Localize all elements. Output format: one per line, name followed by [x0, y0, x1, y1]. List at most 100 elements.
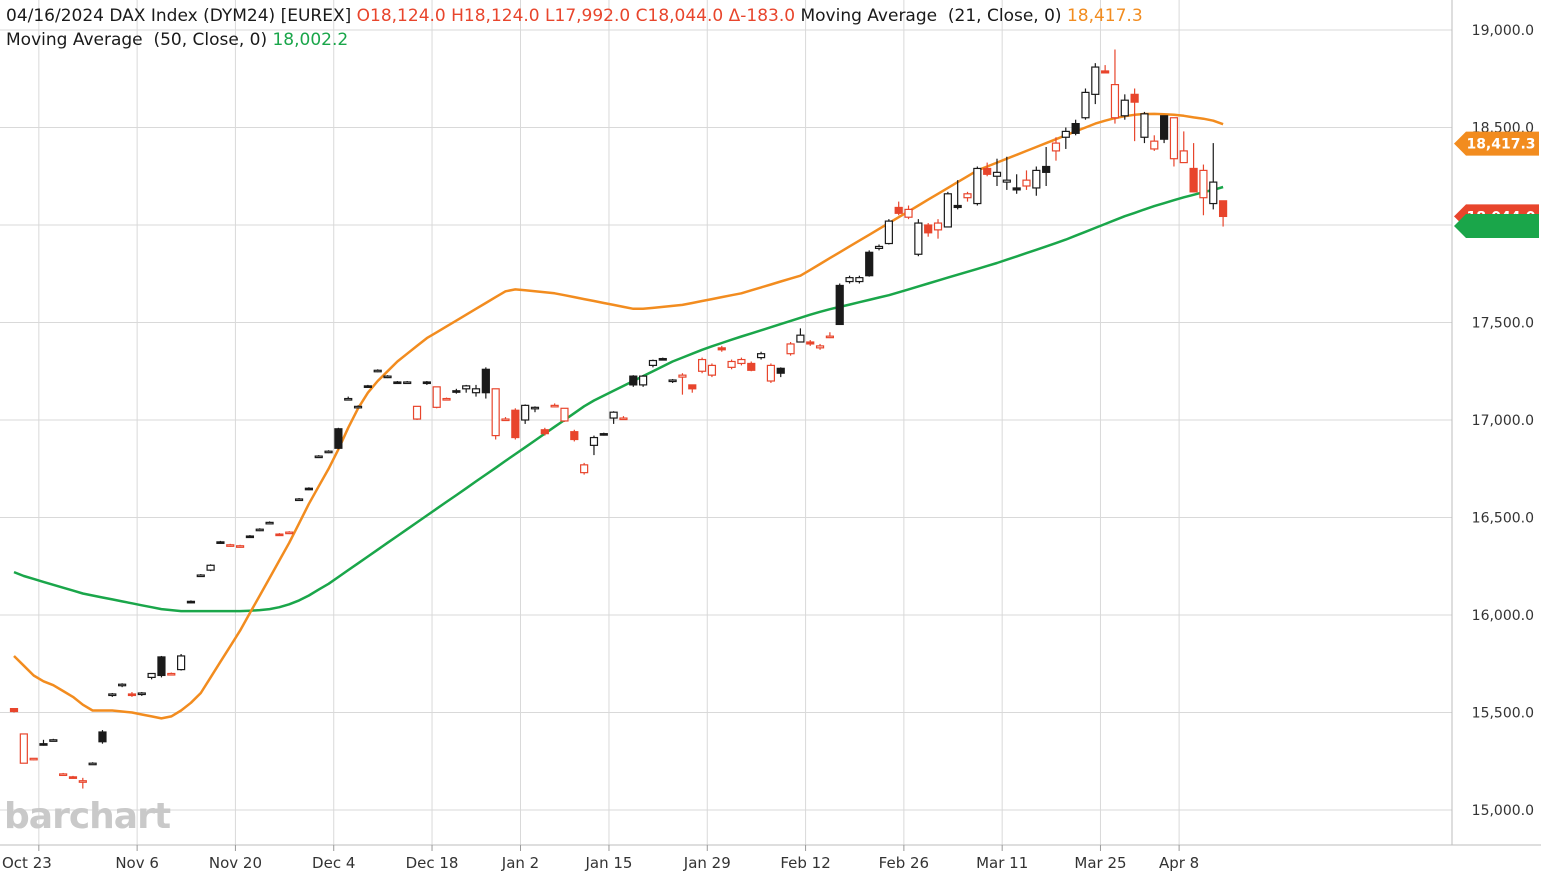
candle-body [324, 450, 333, 454]
candle-body [678, 374, 687, 378]
candle [904, 205, 913, 220]
candle-body [245, 535, 255, 539]
candle [1032, 166, 1041, 196]
candle-body [914, 222, 923, 255]
candle [1189, 143, 1198, 193]
candle-body [255, 528, 264, 532]
candle-body [776, 367, 785, 374]
candle [265, 521, 274, 525]
candle-body [118, 683, 127, 687]
candle-body [442, 397, 451, 401]
candle-body [412, 405, 422, 420]
candle [806, 340, 815, 346]
price-badges: 18,417.318,044.0 [1454, 131, 1539, 238]
x-tick-label: Mar 11 [976, 854, 1028, 872]
candle [304, 487, 313, 491]
candle-body [973, 167, 982, 205]
candle-body [756, 353, 766, 359]
candle-body [137, 692, 146, 696]
ma21-line [13, 112, 1224, 720]
candle-body [344, 397, 353, 401]
candle [39, 739, 48, 746]
candle-body [1091, 66, 1100, 95]
candle-body [855, 277, 864, 283]
candle-body [265, 521, 274, 525]
candle [835, 283, 844, 326]
candle-body [1051, 142, 1061, 152]
candle [167, 672, 176, 676]
ma50-path [13, 185, 1224, 613]
quote-close: C18,044.0 [635, 6, 724, 26]
candle-body [1209, 181, 1218, 205]
x-tick-label: Feb 12 [780, 854, 830, 872]
ma50-line [13, 185, 1224, 613]
candle-body [1012, 187, 1021, 191]
candle [1150, 135, 1159, 151]
ma21-legend-label: Moving Average (21, Close, 0) [800, 6, 1062, 26]
candle [815, 343, 825, 350]
candle [786, 342, 795, 356]
candle [1012, 174, 1021, 194]
candle-body [481, 368, 490, 394]
candle [1218, 200, 1228, 227]
candle-body [235, 545, 245, 548]
x-tick-label: Apr 8 [1159, 854, 1199, 872]
candle-body [521, 404, 530, 421]
candle-body [196, 574, 205, 578]
candle-body [275, 533, 284, 537]
candle [29, 757, 38, 761]
candle [776, 367, 785, 378]
candle-body [658, 357, 667, 361]
candle [216, 540, 225, 544]
candle-body [1061, 130, 1070, 138]
candle-body [648, 359, 658, 366]
candle [1081, 88, 1090, 120]
candle [245, 535, 255, 539]
candle [344, 396, 353, 401]
candle-body [1150, 140, 1159, 150]
candle [1071, 119, 1080, 136]
candle [275, 533, 284, 537]
x-tick-label: Mar 25 [1074, 854, 1126, 872]
candle [422, 381, 431, 385]
ma50-legend-value: 18,002.2 [272, 30, 349, 50]
candle-body [1199, 169, 1208, 199]
candle-body [108, 693, 117, 697]
x-tick-label: Jan 2 [501, 854, 539, 872]
x-tick-label: Nov 6 [115, 854, 159, 872]
candle-body [1189, 167, 1198, 193]
candle [1140, 111, 1149, 144]
candle [796, 328, 805, 343]
candle-body [619, 417, 628, 421]
candle-body [560, 407, 569, 422]
candle [334, 427, 343, 450]
candle [1199, 164, 1208, 216]
candle [992, 158, 1002, 186]
candle [697, 357, 707, 374]
candle-body [589, 436, 599, 446]
candle [88, 762, 97, 766]
y-tick-label: 19,000.0 [1472, 23, 1534, 39]
candle [1120, 94, 1129, 120]
candle-body [1022, 179, 1031, 187]
candle-body [491, 388, 500, 437]
candle-body [727, 360, 736, 368]
candle-body [167, 672, 176, 676]
candle [118, 683, 127, 688]
price-badge [1454, 213, 1539, 238]
candle-body [78, 780, 87, 783]
candle-body [501, 418, 510, 422]
candle-body [825, 335, 834, 339]
candle-body [717, 347, 726, 351]
candle-body [835, 284, 844, 326]
ma50-legend-label: Moving Average (50, Close, 0) [6, 30, 268, 50]
candle [1209, 143, 1218, 210]
ma21-path [13, 112, 1224, 720]
candle [353, 405, 363, 409]
candle-body [88, 762, 97, 766]
candle-body [874, 245, 884, 249]
candle-body [1002, 179, 1011, 183]
price-badge-label: 18,417.3 [1466, 137, 1535, 153]
candle [825, 332, 834, 339]
